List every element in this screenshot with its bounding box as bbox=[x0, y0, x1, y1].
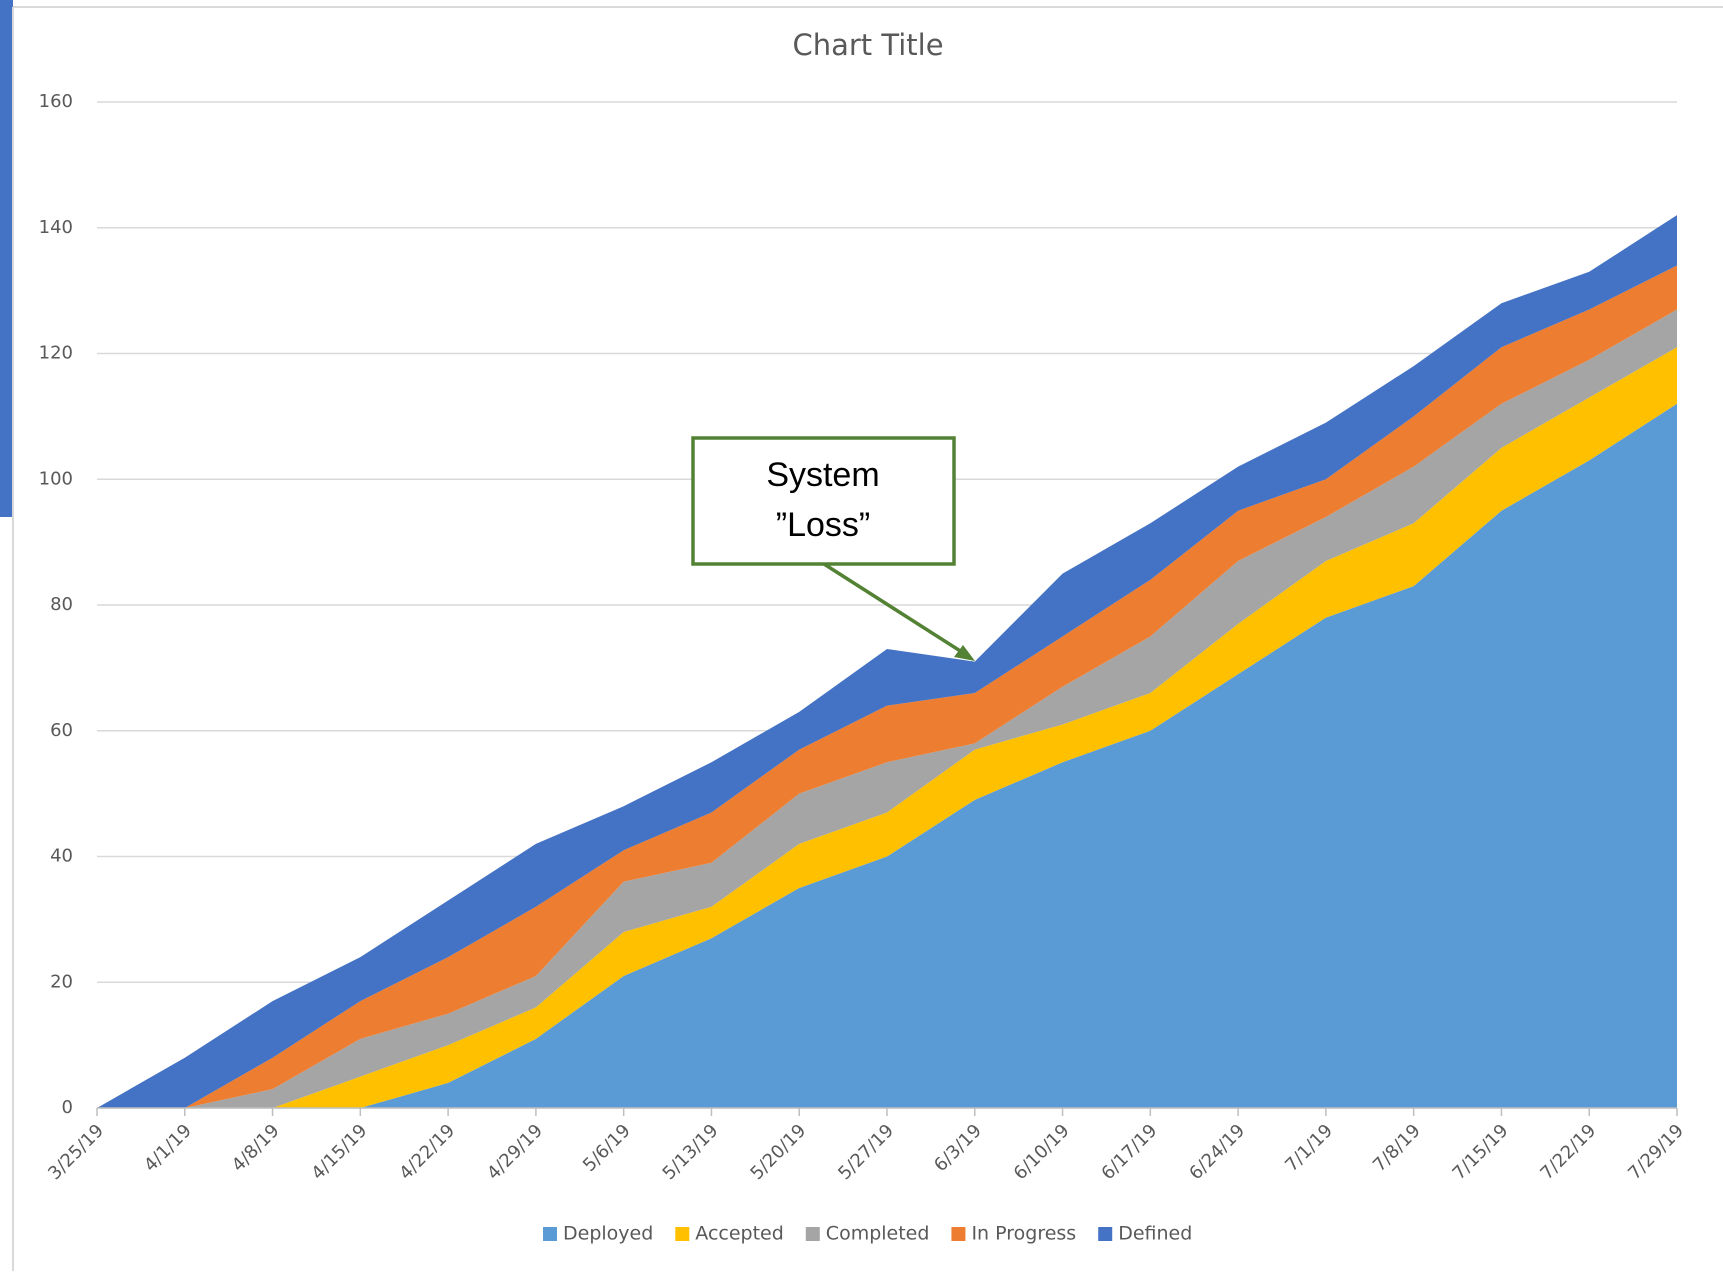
legend-swatch bbox=[675, 1227, 690, 1241]
y-tick-label: 100 bbox=[39, 468, 73, 489]
chart-title: Chart Title bbox=[792, 28, 943, 62]
x-tick-label: 7/29/19 bbox=[1624, 1120, 1688, 1184]
legend-swatch bbox=[1098, 1227, 1113, 1241]
x-tick-label: 6/24/19 bbox=[1185, 1120, 1249, 1184]
arrow-head bbox=[954, 645, 975, 661]
legend-label: In Progress bbox=[971, 1223, 1076, 1245]
legend-label: Completed bbox=[826, 1223, 930, 1245]
annotation-box bbox=[691, 436, 956, 566]
legend-swatch bbox=[951, 1227, 966, 1241]
y-tick-label: 160 bbox=[39, 91, 73, 112]
y-tick-label: 0 bbox=[62, 1097, 73, 1118]
y-tick-label: 140 bbox=[39, 217, 73, 238]
x-tick-label: 6/3/19 bbox=[930, 1120, 986, 1176]
annotation-text: ”Loss” bbox=[776, 506, 870, 544]
x-tick-label: 7/8/19 bbox=[1369, 1120, 1425, 1176]
x-tick-label: 5/27/19 bbox=[834, 1120, 898, 1184]
x-tick-label: 7/1/19 bbox=[1281, 1120, 1337, 1176]
legend: Deployed Accepted Completed In Progress Defi… bbox=[543, 1223, 1192, 1245]
legend-label: Accepted bbox=[695, 1223, 784, 1245]
side-strip bbox=[0, 0, 13, 517]
y-tick-label: 80 bbox=[50, 594, 73, 615]
y-tick-label: 40 bbox=[50, 846, 73, 867]
legend-label: Defined bbox=[1118, 1223, 1192, 1245]
x-tick-label: 5/13/19 bbox=[659, 1120, 723, 1184]
x-tick-label: 4/15/19 bbox=[307, 1120, 371, 1184]
x-tick-label: 4/8/19 bbox=[228, 1120, 284, 1176]
area bbox=[97, 215, 1677, 1109]
x-tick-label: 6/17/19 bbox=[1097, 1120, 1161, 1184]
x-tick-label: 3/25/19 bbox=[44, 1120, 108, 1184]
x-tick-label: 7/15/19 bbox=[1449, 1120, 1513, 1184]
x-tick-label: 5/6/19 bbox=[579, 1120, 635, 1176]
y-tick-label: 20 bbox=[50, 971, 73, 992]
x-tick-label: 7/22/19 bbox=[1536, 1120, 1600, 1184]
x-tick-label: 4/1/19 bbox=[140, 1120, 196, 1176]
areas bbox=[97, 215, 1677, 1109]
y-tick-label: 120 bbox=[39, 343, 73, 364]
x-tick-label: 4/22/19 bbox=[395, 1120, 459, 1184]
x-tick-label: 5/20/19 bbox=[746, 1120, 810, 1184]
area bbox=[97, 403, 1677, 1108]
area bbox=[97, 265, 1677, 1109]
y-tick-label: 60 bbox=[50, 720, 73, 741]
legend-swatch bbox=[805, 1227, 820, 1241]
annotation-text: System bbox=[766, 456, 879, 494]
annotation: System ”Loss” bbox=[691, 436, 975, 661]
legend-swatch bbox=[543, 1227, 557, 1241]
annotation-arrow bbox=[823, 562, 966, 656]
x-tick-label: 6/10/19 bbox=[1010, 1120, 1074, 1184]
x-tick-label: 4/29/19 bbox=[483, 1120, 547, 1184]
legend-label: Deployed bbox=[563, 1223, 653, 1245]
